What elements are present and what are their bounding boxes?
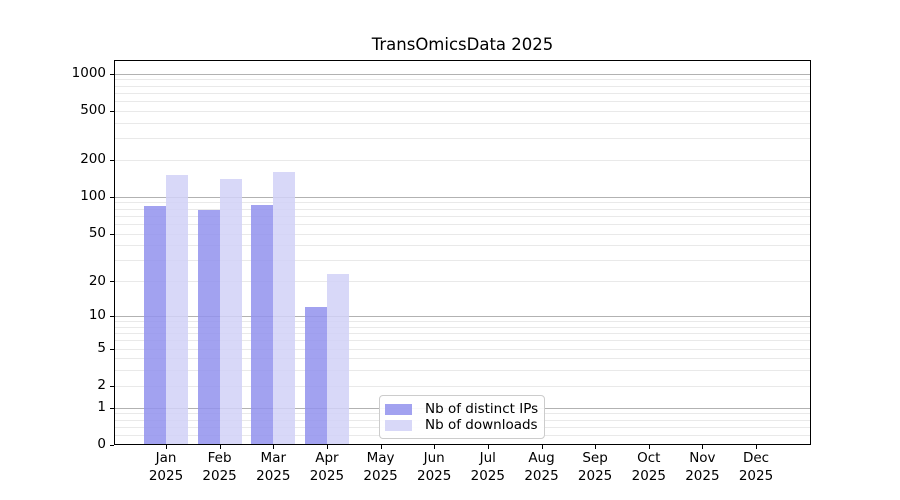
y-tick-mark xyxy=(110,348,114,350)
y-tick-label: 20 xyxy=(88,272,106,289)
gridline-minor xyxy=(115,159,810,161)
gridline-major xyxy=(115,73,810,75)
y-tick-mark xyxy=(110,196,114,198)
y-tick-label: 1000 xyxy=(71,65,106,81)
gridline-minor xyxy=(115,348,810,350)
x-tick-label: Jun 2025 xyxy=(417,450,452,484)
gridline-minor xyxy=(115,122,810,124)
y-tick-label: 500 xyxy=(80,102,106,119)
legend-swatch-downloads xyxy=(385,419,412,431)
x-tick-mark xyxy=(219,445,221,449)
x-tick-mark xyxy=(541,445,543,449)
x-tick-mark xyxy=(166,445,167,449)
legend-item-distinct-ips: Nb of distinct IPs xyxy=(385,401,539,417)
bar-nb-of-downloads-mar-2025 xyxy=(273,171,296,444)
y-tick-label: 0 xyxy=(97,436,106,453)
gridline-minor xyxy=(115,100,810,102)
y-tick-label: 1 xyxy=(97,399,106,415)
gridline-minor xyxy=(115,245,810,247)
y-tick-mark xyxy=(110,444,114,446)
x-tick-mark xyxy=(595,445,597,449)
x-tick-label: Oct 2025 xyxy=(631,450,666,484)
legend-swatch-distinct-ips xyxy=(385,403,412,415)
y-tick-label: 200 xyxy=(80,151,106,168)
x-tick-label: Jul 2025 xyxy=(470,450,505,484)
gridline-major xyxy=(115,315,810,317)
y-tick-mark xyxy=(110,233,114,235)
chart-title: TransOmicsData 2025 xyxy=(371,35,554,54)
bar-nb-of-distinct-ips-feb-2025 xyxy=(197,210,220,444)
legend: Nb of distinct IPs Nb of downloads xyxy=(379,395,545,439)
x-tick-mark xyxy=(273,445,275,449)
gridline-minor xyxy=(115,85,810,87)
y-tick-mark xyxy=(110,110,114,112)
y-tick-mark xyxy=(110,315,114,317)
gridline-minor xyxy=(115,281,810,283)
y-tick-mark xyxy=(110,159,114,161)
x-tick-label: May 2025 xyxy=(363,450,398,484)
x-tick-label: Apr 2025 xyxy=(309,450,345,484)
gridline-minor xyxy=(115,92,810,94)
x-tick-label: Mar 2025 xyxy=(256,450,291,484)
gridline-minor xyxy=(115,215,810,217)
y-tick-label: 100 xyxy=(80,188,106,205)
x-tick-mark xyxy=(380,445,382,449)
gridline-minor xyxy=(115,233,810,235)
y-tick-label: 5 xyxy=(97,340,106,356)
x-tick-label: Feb 2025 xyxy=(202,450,237,484)
gridline-major xyxy=(115,196,810,198)
x-tick-mark xyxy=(434,445,436,449)
x-tick-mark xyxy=(487,445,489,449)
gridline-minor xyxy=(115,202,810,204)
gridline-minor xyxy=(115,321,810,323)
y-tick-mark xyxy=(110,73,114,75)
gridline-minor xyxy=(115,260,810,262)
gridline-minor xyxy=(115,223,810,225)
x-tick-mark xyxy=(648,445,650,449)
gridline-minor xyxy=(115,333,810,334)
bar-nb-of-distinct-ips-mar-2025 xyxy=(251,205,274,444)
gridline-minor xyxy=(115,208,810,210)
legend-item-downloads: Nb of downloads xyxy=(385,417,538,433)
bar-nb-of-downloads-jan-2025 xyxy=(166,175,188,444)
y-tick-mark xyxy=(110,385,114,387)
plot-area xyxy=(114,60,811,445)
x-tick-label: Aug 2025 xyxy=(524,450,559,484)
gridline-minor xyxy=(115,358,810,360)
x-tick-label: Dec 2025 xyxy=(738,450,774,484)
y-tick-mark xyxy=(110,407,114,409)
y-tick-mark xyxy=(110,281,114,283)
bar-nb-of-distinct-ips-jan-2025 xyxy=(144,206,166,444)
bar-nb-of-distinct-ips-apr-2025 xyxy=(304,306,327,444)
gridline-minor xyxy=(115,110,810,112)
legend-label-distinct-ips: Nb of distinct IPs xyxy=(425,401,539,417)
gridline-minor xyxy=(115,370,810,372)
gridline-minor xyxy=(115,385,810,387)
gridline-minor xyxy=(115,326,810,328)
legend-label-downloads: Nb of downloads xyxy=(425,417,538,433)
y-tick-label: 50 xyxy=(88,225,106,241)
gridline-minor xyxy=(115,340,810,342)
gridline-minor xyxy=(115,79,810,81)
x-tick-label: Nov 2025 xyxy=(685,450,720,484)
y-tick-label: 10 xyxy=(88,307,106,324)
x-tick-mark xyxy=(756,445,757,449)
x-tick-label: Jan 2025 xyxy=(148,450,184,484)
gridline-minor xyxy=(115,138,810,140)
x-tick-label: Sep 2025 xyxy=(577,450,613,484)
bar-nb-of-downloads-apr-2025 xyxy=(326,274,349,444)
x-tick-mark xyxy=(326,445,328,449)
bar-nb-of-downloads-feb-2025 xyxy=(219,178,242,444)
y-tick-label: 2 xyxy=(97,377,106,394)
x-tick-mark xyxy=(702,445,704,449)
